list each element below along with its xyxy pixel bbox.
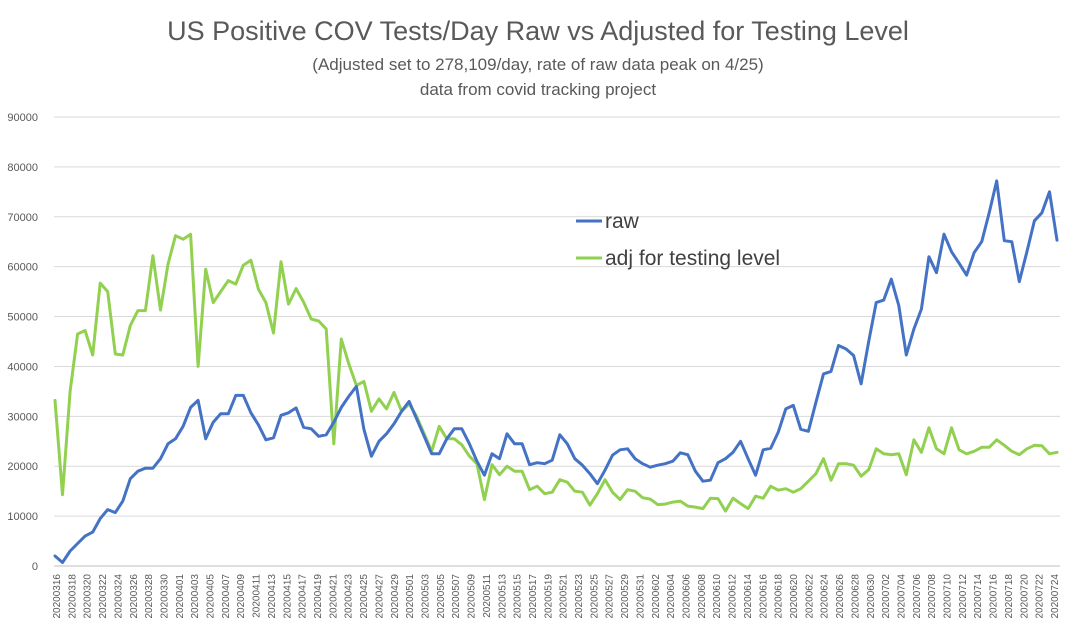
x-tick-label: 20200415	[282, 574, 293, 619]
x-tick-label: 20200720	[1019, 574, 1030, 619]
x-tick-label: 20200630	[866, 574, 877, 619]
legend: raw adj for testing level	[576, 210, 780, 270]
x-tick-label: 20200618	[774, 574, 785, 619]
y-tick-label: 0	[32, 561, 38, 573]
x-tick-label: 20200517	[528, 574, 539, 619]
x-tick-label: 20200322	[98, 574, 109, 619]
x-tick-label: 20200702	[881, 574, 892, 619]
x-tick-label: 20200616	[758, 574, 769, 619]
series-lines	[53, 179, 1059, 564]
y-tick-label: 90000	[7, 112, 38, 124]
x-tick-label: 20200628	[850, 574, 861, 619]
x-tick-label: 20200529	[620, 574, 631, 619]
x-tick-label: 20200531	[635, 574, 646, 619]
chart-subtitle-line1: (Adjusted set to 278,109/day, rate of ra…	[312, 55, 763, 74]
x-tick-label: 20200405	[206, 574, 217, 619]
y-tick-label: 20000	[7, 461, 38, 473]
x-tick-label: 20200403	[190, 574, 201, 619]
x-tick-label: 20200513	[497, 574, 508, 619]
x-tick-label: 20200330	[159, 574, 170, 619]
x-tick-label: 20200411	[252, 574, 263, 618]
y-tick-label: 80000	[7, 162, 38, 174]
x-tick-label: 20200604	[666, 574, 677, 619]
x-tick-label: 20200316	[52, 574, 63, 619]
x-tick-label: 20200523	[574, 574, 585, 619]
x-tick-label: 20200318	[67, 574, 78, 619]
x-tick-label: 20200706	[912, 574, 923, 619]
x-tick-label: 20200525	[589, 574, 600, 619]
y-tick-label: 60000	[7, 262, 38, 274]
x-tick-label: 20200716	[989, 574, 1000, 619]
x-tick-label: 20200515	[513, 574, 524, 619]
x-tick-label: 20200722	[1035, 574, 1046, 619]
x-tick-label: 20200421	[328, 574, 339, 619]
x-tick-label: 20200622	[804, 574, 815, 619]
x-tick-label: 20200501	[405, 574, 416, 619]
chart-title: US Positive COV Tests/Day Raw vs Adjuste…	[167, 16, 909, 46]
x-tick-label: 20200704	[896, 574, 907, 619]
x-tick-label: 20200511	[482, 574, 493, 618]
x-tick-label: 20200602	[651, 574, 662, 619]
y-tick-label: 70000	[7, 212, 38, 224]
legend-label-raw: raw	[605, 210, 640, 233]
y-tick-label: 40000	[7, 361, 38, 373]
x-tick-label: 20200409	[236, 574, 247, 619]
x-tick-label: 20200419	[313, 574, 324, 619]
x-tick-label: 20200620	[789, 574, 800, 619]
x-tick-label: 20200413	[267, 574, 278, 619]
x-tick-label: 20200608	[697, 574, 708, 619]
x-tick-label: 20200425	[359, 574, 370, 619]
x-tick-label: 20200708	[927, 574, 938, 619]
x-tick-label: 20200429	[390, 574, 401, 619]
x-tick-label: 20200626	[835, 574, 846, 619]
x-tick-label: 20200624	[820, 574, 831, 619]
x-tick-label: 20200320	[83, 574, 94, 619]
x-tick-label: 20200521	[559, 574, 570, 619]
x-tick-label: 20200714	[973, 574, 984, 619]
y-axis-tick-labels: 0 10000 20000 30000 40000 50000 60000 70000 8000…	[7, 112, 38, 573]
x-tick-label: 20200401	[175, 574, 186, 619]
y-tick-label: 30000	[7, 411, 38, 423]
legend-label-adj: adj for testing level	[605, 247, 780, 270]
x-tick-label: 20200326	[129, 574, 140, 619]
x-tick-label: 20200505	[436, 574, 447, 619]
gridlines	[54, 116, 1060, 567]
x-tick-label: 20200519	[543, 574, 554, 619]
x-tick-label: 20200423	[344, 574, 355, 619]
x-tick-label: 20200612	[728, 574, 739, 619]
x-tick-label: 20200427	[374, 574, 385, 619]
x-tick-label: 20200507	[451, 574, 462, 619]
y-tick-label: 50000	[7, 312, 38, 324]
x-tick-label: 20200328	[144, 574, 155, 619]
x-tick-label: 20200407	[221, 574, 232, 619]
x-tick-label: 20200509	[467, 574, 478, 619]
x-tick-label: 20200614	[743, 574, 754, 619]
x-tick-label: 20200718	[1004, 574, 1015, 619]
chart-subtitle-line2: data from covid tracking project	[420, 80, 656, 99]
x-tick-label: 20200606	[682, 574, 693, 619]
x-tick-label: 20200610	[712, 574, 723, 619]
series-line-raw	[53, 179, 1059, 564]
x-tick-label: 20200724	[1050, 574, 1061, 619]
series-line-adj-for-testing-level	[53, 232, 1059, 513]
x-tick-label: 20200417	[298, 574, 309, 619]
x-tick-label: 20200712	[958, 574, 969, 619]
y-tick-label: 10000	[7, 511, 38, 523]
x-tick-label: 20200324	[113, 574, 124, 619]
x-axis-tick-labels: 20200316 20200318 20200320 20200322 20200324…	[52, 574, 1061, 619]
x-tick-label: 20200503	[420, 574, 431, 619]
x-tick-label: 20200527	[605, 574, 616, 619]
x-tick-label: 20200710	[943, 574, 954, 619]
